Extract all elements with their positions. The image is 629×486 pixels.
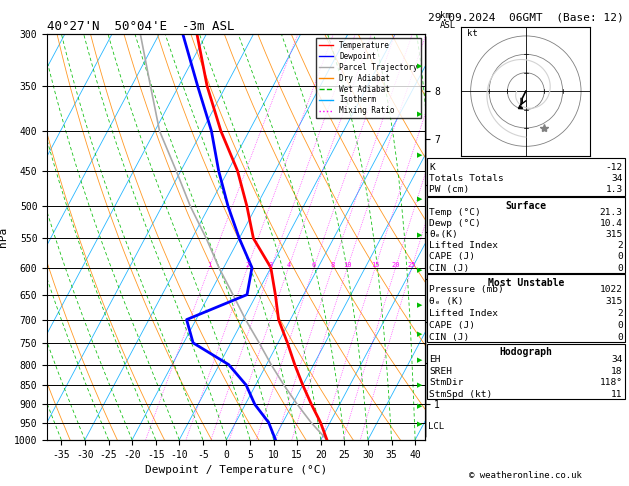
Text: 20: 20 (391, 261, 400, 268)
Text: Most Unstable: Most Unstable (487, 278, 564, 288)
Text: 315: 315 (606, 230, 623, 239)
Text: Hodograph: Hodograph (499, 347, 552, 358)
Text: 2: 2 (617, 242, 623, 250)
Text: ▶: ▶ (417, 421, 423, 427)
Text: CAPE (J): CAPE (J) (429, 321, 475, 330)
Text: 8: 8 (330, 261, 335, 268)
Text: km
ASL: km ASL (440, 11, 456, 30)
Text: LCL: LCL (428, 421, 445, 431)
Text: 29.09.2024  06GMT  (Base: 12): 29.09.2024 06GMT (Base: 12) (428, 12, 624, 22)
Text: Lifted Index: Lifted Index (429, 242, 498, 250)
Text: K: K (429, 163, 435, 172)
Text: SREH: SREH (429, 366, 452, 376)
Text: ▶: ▶ (417, 357, 423, 364)
Y-axis label: hPa: hPa (0, 227, 8, 247)
Text: 1.3: 1.3 (606, 185, 623, 194)
Text: 1: 1 (207, 261, 211, 268)
Text: ▶: ▶ (417, 196, 423, 202)
Text: ▶: ▶ (417, 232, 423, 238)
Text: 0: 0 (617, 252, 623, 261)
Text: CIN (J): CIN (J) (429, 263, 469, 273)
Text: ▶: ▶ (417, 331, 423, 337)
Text: -12: -12 (606, 163, 623, 172)
Text: CIN (J): CIN (J) (429, 333, 469, 342)
Text: 3: 3 (269, 261, 273, 268)
X-axis label: Dewpoint / Temperature (°C): Dewpoint / Temperature (°C) (145, 465, 327, 475)
Text: Totals Totals: Totals Totals (429, 174, 504, 183)
Text: 4: 4 (286, 261, 291, 268)
Text: 34: 34 (611, 355, 623, 364)
Text: 25: 25 (408, 261, 416, 268)
Text: 315: 315 (606, 297, 623, 306)
Text: 0: 0 (617, 263, 623, 273)
Text: ▶: ▶ (417, 63, 423, 69)
Text: ▶: ▶ (417, 302, 423, 308)
Text: 10.4: 10.4 (599, 219, 623, 228)
Text: 1022: 1022 (599, 285, 623, 294)
Text: 118°: 118° (599, 378, 623, 387)
Text: PW (cm): PW (cm) (429, 185, 469, 194)
Text: 0: 0 (617, 333, 623, 342)
Text: ▶: ▶ (417, 382, 423, 388)
Text: 21.3: 21.3 (599, 208, 623, 217)
Text: 15: 15 (371, 261, 379, 268)
Text: Dewp (°C): Dewp (°C) (429, 219, 481, 228)
Text: 0: 0 (617, 321, 623, 330)
Legend: Temperature, Dewpoint, Parcel Trajectory, Dry Adiabat, Wet Adiabat, Isotherm, Mi: Temperature, Dewpoint, Parcel Trajectory… (316, 38, 421, 119)
Text: ▶: ▶ (417, 267, 423, 274)
Text: 34: 34 (611, 174, 623, 183)
Text: 18: 18 (611, 366, 623, 376)
Text: StmSpd (kt): StmSpd (kt) (429, 390, 493, 399)
Text: ▶: ▶ (417, 111, 423, 117)
Text: Pressure (mb): Pressure (mb) (429, 285, 504, 294)
Text: 10: 10 (343, 261, 352, 268)
Text: kt: kt (467, 29, 477, 38)
Text: StmDir: StmDir (429, 378, 464, 387)
Text: 11: 11 (611, 390, 623, 399)
Text: Lifted Index: Lifted Index (429, 309, 498, 318)
Text: 2: 2 (245, 261, 250, 268)
Text: 40°27'N  50°04'E  -3m ASL: 40°27'N 50°04'E -3m ASL (47, 20, 235, 33)
Text: 2: 2 (617, 309, 623, 318)
Text: EH: EH (429, 355, 440, 364)
Text: CAPE (J): CAPE (J) (429, 252, 475, 261)
Text: Surface: Surface (505, 201, 547, 211)
Text: © weatheronline.co.uk: © weatheronline.co.uk (469, 471, 582, 480)
Text: θₑ (K): θₑ (K) (429, 297, 464, 306)
Text: ▶: ▶ (417, 403, 423, 409)
Text: Temp (°C): Temp (°C) (429, 208, 481, 217)
Text: 6: 6 (312, 261, 316, 268)
Text: ▶: ▶ (417, 153, 423, 158)
Text: θₑ(K): θₑ(K) (429, 230, 458, 239)
